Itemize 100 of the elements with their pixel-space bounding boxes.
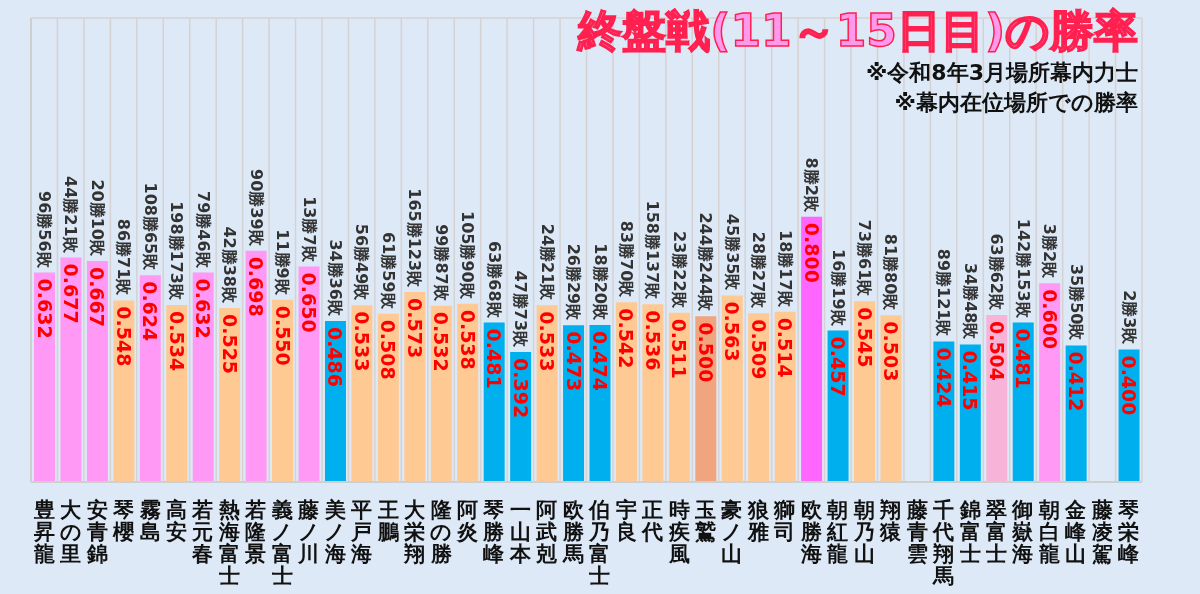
x-tick-label: 欧勝馬 xyxy=(561,497,585,566)
annotation: 2勝3敗 xyxy=(1119,290,1139,346)
annotation: 63勝62敗 xyxy=(987,233,1007,311)
data-label: 0.563 xyxy=(721,301,744,362)
data-label: 0.677 xyxy=(59,263,82,324)
annotation: 56勝49敗 xyxy=(352,223,372,302)
annotation: 13勝7敗 xyxy=(299,196,319,263)
data-label: 0.542 xyxy=(615,308,638,369)
annotation: 165勝123敗 xyxy=(405,188,425,289)
data-label: 0.504 xyxy=(985,320,1008,382)
x-tick-label: 御嶽海 xyxy=(1011,497,1035,566)
x-tick-label: 錦富士 xyxy=(958,497,981,566)
data-label: 0.650 xyxy=(298,272,321,333)
x-tick-label: 朝白龍 xyxy=(1037,497,1060,566)
data-label: 0.511 xyxy=(668,318,691,379)
x-tick-label: 美ノ海 xyxy=(323,497,347,566)
annotation: 158勝137敗 xyxy=(643,200,663,301)
x-tick-label: 藤青雲 xyxy=(905,497,928,566)
annotation: 18勝17敗 xyxy=(775,230,795,308)
x-tick-label: 朝紅龍 xyxy=(826,497,849,566)
annotation: 16勝19敗 xyxy=(828,249,848,327)
annotation: 34勝48敗 xyxy=(960,262,980,341)
data-label: 0.538 xyxy=(456,309,479,370)
data-label: 0.632 xyxy=(192,278,215,339)
annotation: 83勝70敗 xyxy=(616,220,636,299)
chart-title: 終盤戦(11～15日目)の勝率 xyxy=(578,4,1138,58)
x-tick-label: 時疾風 xyxy=(667,497,691,566)
annotation: 90勝39敗 xyxy=(246,169,266,247)
annotation: 34勝36敗 xyxy=(325,239,345,317)
annotation: 26勝29敗 xyxy=(564,243,584,322)
annotation: 86勝71敗 xyxy=(114,218,134,297)
annotation: ※幕内在位場所での勝率 xyxy=(893,89,1138,117)
x-tick-label: 豪ノ山 xyxy=(720,497,743,566)
annotation: 142勝153敗 xyxy=(1013,218,1033,319)
data-label: 0.545 xyxy=(853,307,876,368)
annotation: 89勝121敗 xyxy=(934,248,954,338)
data-label: 0.600 xyxy=(1038,289,1061,350)
annotation: 44勝21敗 xyxy=(61,176,81,254)
annotation: 61勝59敗 xyxy=(378,232,398,310)
x-tick-label: 高安 xyxy=(165,497,187,544)
data-label: 0.532 xyxy=(430,311,453,372)
x-tick-label: 翠富士 xyxy=(985,497,1008,566)
data-label: 0.486 xyxy=(324,326,347,388)
annotation: 96勝56敗 xyxy=(35,191,54,269)
x-tick-label: 王鵬 xyxy=(376,497,399,544)
data-label: 0.481 xyxy=(1012,328,1035,389)
data-label: 0.550 xyxy=(271,305,294,366)
bar xyxy=(60,257,82,482)
data-label: 0.632 xyxy=(33,278,56,339)
annotation: 18勝20敗 xyxy=(590,243,610,321)
annotation: 47勝73敗 xyxy=(511,270,531,349)
annotation: 28勝27敗 xyxy=(749,231,769,310)
bar xyxy=(801,216,823,482)
data-label: 0.533 xyxy=(350,311,373,372)
x-tick-label: 伯乃富士 xyxy=(588,497,611,589)
annotation: 23勝22敗 xyxy=(669,231,689,309)
annotation: 11勝9敗 xyxy=(273,229,293,296)
x-tick-label: 藤凌駕 xyxy=(1090,497,1113,566)
data-label: 0.800 xyxy=(800,222,823,283)
data-label: 0.509 xyxy=(747,319,770,380)
data-label: 0.667 xyxy=(86,266,109,328)
x-tick-label: 千代翔馬 xyxy=(932,497,955,589)
x-tick-label: 琴勝峰 xyxy=(482,497,506,566)
x-tick-label: 霧島 xyxy=(138,497,161,544)
data-label: 0.533 xyxy=(536,311,559,372)
data-label: 0.548 xyxy=(112,306,135,367)
x-tick-label: 豊昇龍 xyxy=(32,497,55,566)
annotation: 244勝244敗 xyxy=(696,212,716,313)
x-tick-label: 隆の勝 xyxy=(429,497,453,566)
annotation: 99勝87敗 xyxy=(431,224,451,302)
data-label: 0.424 xyxy=(932,347,955,408)
data-label: 0.392 xyxy=(509,358,532,419)
data-label: 0.457 xyxy=(827,336,850,397)
data-label: 0.525 xyxy=(218,314,241,375)
data-label: 0.503 xyxy=(879,321,902,382)
x-tick-label: 阿武剋 xyxy=(535,497,558,566)
data-label: 0.508 xyxy=(377,319,400,380)
annotation: 79勝46敗 xyxy=(193,191,213,269)
annotation: 73勝61敗 xyxy=(855,219,875,298)
x-tick-label: 宇良 xyxy=(615,497,637,544)
x-tick-label: 一山本 xyxy=(508,497,532,566)
data-label: 0.400 xyxy=(1118,355,1141,416)
x-tick-label: 熱海富士 xyxy=(217,497,240,589)
annotation: 3勝2敗 xyxy=(1040,223,1060,280)
data-label: 0.415 xyxy=(959,350,982,411)
data-label: 0.536 xyxy=(641,310,664,371)
x-tick-label: 藤ノ川 xyxy=(297,497,320,566)
x-tick-label: 阿炎 xyxy=(455,497,478,544)
data-label: 0.573 xyxy=(403,298,426,359)
x-tick-label: 若元春 xyxy=(191,497,214,566)
x-tick-label: 平戸海 xyxy=(350,497,373,566)
annotation: 42勝38敗 xyxy=(220,226,240,304)
data-label: 0.534 xyxy=(165,311,188,372)
data-label: 0.481 xyxy=(483,328,506,389)
x-tick-label: 朝乃山 xyxy=(852,497,875,566)
x-tick-label: 若隆景 xyxy=(244,497,267,566)
x-tick-label: 狼雅 xyxy=(746,497,770,544)
x-tick-label: 大栄翔 xyxy=(403,497,427,566)
x-tick-label: 正代 xyxy=(641,497,664,544)
annotation: 24勝21敗 xyxy=(537,223,557,302)
